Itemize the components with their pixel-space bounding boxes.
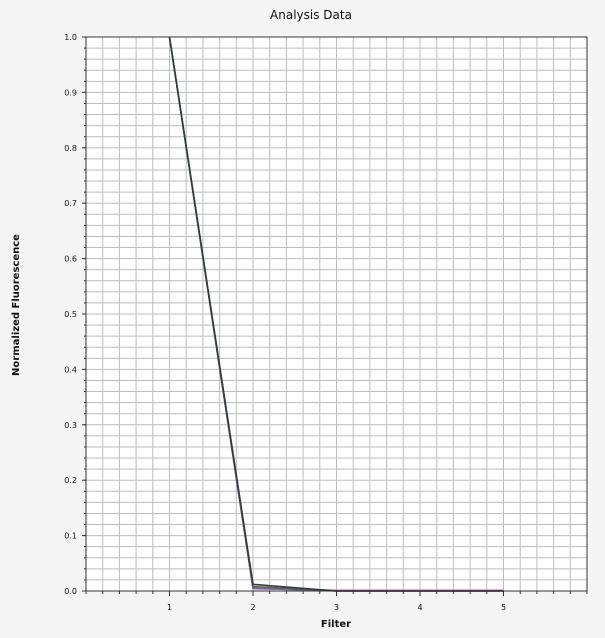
chart-title: Analysis Data: [270, 8, 352, 22]
y-tick-label: 0.9: [64, 88, 77, 97]
x-tick-label: 5: [501, 603, 506, 612]
y-tick-label: 0.2: [64, 476, 77, 485]
x-tick-label: 2: [250, 603, 255, 612]
y-axis-ticks: 0.0 0.1 0.2 0.3 0.4 0.5 0.6 0.7 0.8 0.9 1.0: [64, 33, 86, 596]
y-tick-label: 0.1: [64, 532, 77, 541]
x-tick-label: 1: [167, 603, 172, 612]
y-tick-label: 0.4: [64, 365, 77, 374]
x-axis-label: Filter: [321, 619, 351, 630]
y-tick-label: 0.3: [64, 421, 77, 430]
x-tick-label: 4: [417, 603, 422, 612]
y-tick-label: 0.5: [64, 310, 77, 319]
x-axis-ticks: 1 2 3 4 5: [85, 591, 588, 612]
grid: [86, 37, 587, 591]
y-tick-label: 0.0: [64, 587, 77, 596]
y-tick-label: 1.0: [64, 33, 77, 42]
y-tick-label: 0.6: [64, 255, 77, 264]
y-tick-label: 0.8: [64, 144, 77, 153]
x-tick-label: 3: [334, 603, 339, 612]
y-tick-label: 0.7: [64, 199, 77, 208]
y-axis-label: Normalized Fluorescence: [11, 234, 22, 376]
